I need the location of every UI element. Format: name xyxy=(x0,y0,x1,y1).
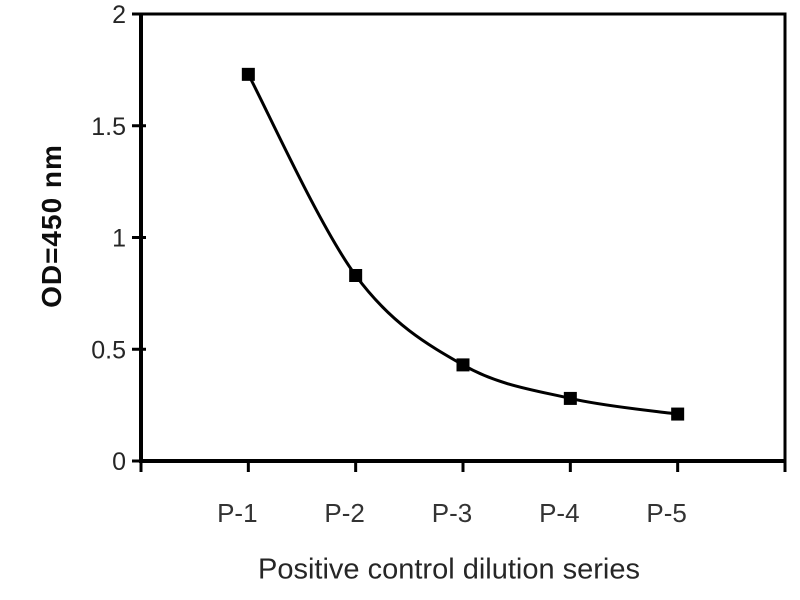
y-tick-label: 0.5 xyxy=(91,336,126,364)
data-point-P-1 xyxy=(241,67,255,81)
x-tick-label: P-1 xyxy=(217,498,257,528)
x-tick-label: P-5 xyxy=(646,498,686,528)
x-axis-title: Positive control dilution series xyxy=(257,553,641,586)
y-tick-label: 0 xyxy=(112,448,126,476)
plot-frame xyxy=(139,12,787,463)
data-point-P-2 xyxy=(349,268,363,282)
y-tick-label: 1.5 xyxy=(91,113,126,141)
y-tick-label: 1 xyxy=(112,225,126,253)
data-point-P-3 xyxy=(456,358,470,372)
x-tick-label: P-2 xyxy=(324,498,364,528)
y-axis-title: OD=450 nm xyxy=(36,144,67,308)
series-line xyxy=(246,73,678,416)
data-point-P-5 xyxy=(671,407,685,421)
x-tick-label: P-4 xyxy=(539,498,579,528)
data-point-P-4 xyxy=(563,391,577,405)
x-tick-label: P-3 xyxy=(432,498,472,528)
y-tick-label: 2 xyxy=(112,1,126,29)
